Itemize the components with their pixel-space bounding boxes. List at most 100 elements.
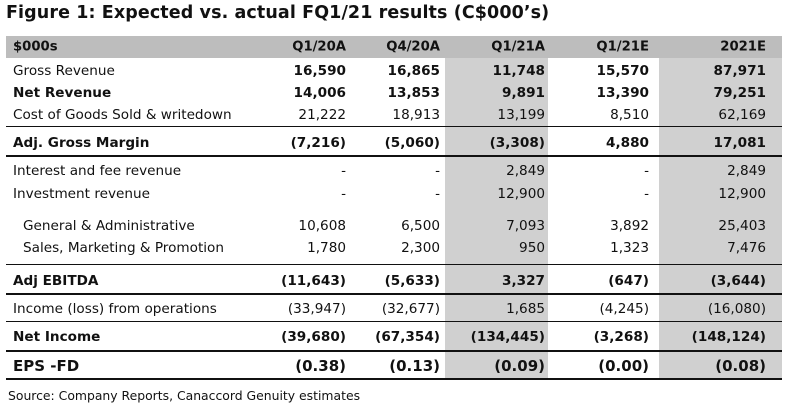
- cell: 8,510: [610, 107, 649, 123]
- cell: (3,644): [710, 273, 766, 289]
- cell: (39,680): [281, 329, 346, 345]
- cell: 950: [519, 240, 545, 256]
- figure-title: Figure 1: Expected vs. actual FQ1/21 res…: [6, 3, 550, 23]
- cell: -: [435, 186, 440, 202]
- divider: [6, 321, 782, 322]
- table-row-eps: EPS -FD (0.38) (0.13) (0.09) (0.00) (0.0…: [6, 355, 782, 377]
- header-row: $000s Q1/20A Q4/20A Q1/21A Q1/21E 2021E: [6, 36, 782, 58]
- cell: (67,354): [375, 329, 440, 345]
- table-row-g-and-a: General & Administrative 10,608 6,500 7,…: [6, 215, 782, 237]
- row-label: Interest and fee revenue: [13, 163, 182, 179]
- col-header-q420a: Q4/20A: [386, 39, 440, 55]
- cell: -: [644, 163, 649, 179]
- table-row-net-income: Net Income (39,680) (67,354) (134,445) (…: [6, 326, 782, 348]
- table-row-adj-ebitda: Adj EBITDA (11,643) (5,633) 3,327 (647) …: [6, 270, 782, 292]
- cell: 10,608: [298, 218, 346, 234]
- cell: -: [644, 186, 649, 202]
- cell: -: [341, 163, 346, 179]
- cell: (4,245): [599, 301, 649, 317]
- cell: (0.09): [494, 357, 545, 375]
- divider: [6, 126, 782, 127]
- cell: 13,853: [387, 85, 440, 101]
- cell: (0.00): [598, 357, 649, 375]
- cell: 14,006: [293, 85, 346, 101]
- cell: 12,900: [497, 186, 545, 202]
- cell: 21,222: [298, 107, 346, 123]
- cell: 15,570: [596, 63, 649, 79]
- col-header-2021e: 2021E: [720, 39, 766, 55]
- col-header-q121a: Q1/21A: [491, 39, 545, 55]
- cell: 16,590: [293, 63, 346, 79]
- cell: 2,849: [727, 163, 766, 179]
- cell: (5,633): [384, 273, 440, 289]
- row-label: Income (loss) from operations: [13, 301, 217, 317]
- cell: (3,268): [593, 329, 649, 345]
- cell: 25,403: [718, 218, 766, 234]
- shade-col-q121a: [445, 58, 548, 378]
- cell: (33,947): [287, 301, 346, 317]
- cell: 2,300: [401, 240, 440, 256]
- row-label: Adj EBITDA: [13, 273, 99, 289]
- cell: 11,748: [492, 63, 545, 79]
- row-label: Adj. Gross Margin: [13, 135, 150, 151]
- cell: (0.13): [389, 357, 440, 375]
- header-label: $000s: [13, 39, 58, 55]
- row-label: Gross Revenue: [13, 63, 115, 79]
- col-header-q121e: Q1/21E: [596, 39, 649, 55]
- col-header-q120a: Q1/20A: [292, 39, 346, 55]
- table-row-smp: Sales, Marketing & Promotion 1,780 2,300…: [6, 237, 782, 259]
- table-row-cogs: Cost of Goods Sold & writedown 21,222 18…: [6, 104, 782, 126]
- cell: 1,323: [610, 240, 649, 256]
- cell: 17,081: [713, 135, 766, 151]
- cell: 16,865: [387, 63, 440, 79]
- header-bar: [6, 36, 782, 58]
- cell: (148,124): [691, 329, 766, 345]
- cell: (0.38): [295, 357, 346, 375]
- cell: 9,891: [502, 85, 545, 101]
- row-label: Sales, Marketing & Promotion: [23, 240, 224, 256]
- cell: (647): [608, 273, 649, 289]
- row-label: Net Revenue: [13, 85, 112, 101]
- cell: (5,060): [384, 135, 440, 151]
- cell: 6,500: [401, 218, 440, 234]
- table-row-income-ops: Income (loss) from operations (33,947) (…: [6, 298, 782, 320]
- cell: (3,308): [489, 135, 545, 151]
- source-note: Source: Company Reports, Canaccord Genui…: [8, 388, 361, 403]
- row-label: General & Administrative: [23, 218, 195, 234]
- shade-col-2021e: [659, 58, 782, 378]
- table-bottom-rule: [6, 378, 782, 380]
- cell: (16,080): [707, 301, 766, 317]
- table-row-investment: Investment revenue - - 12,900 - 12,900: [6, 183, 782, 205]
- cell: (134,445): [470, 329, 545, 345]
- cell: 1,780: [307, 240, 346, 256]
- divider: [6, 155, 782, 157]
- cell: 7,476: [727, 240, 766, 256]
- table-row-net-revenue: Net Revenue 14,006 13,853 9,891 13,390 7…: [6, 82, 782, 104]
- cell: 3,327: [502, 273, 545, 289]
- cell: 3,892: [610, 218, 649, 234]
- divider: [6, 264, 782, 265]
- cell: 2,849: [506, 163, 545, 179]
- cell: 79,251: [713, 85, 766, 101]
- divider: [6, 293, 782, 295]
- cell: 7,093: [506, 218, 545, 234]
- cell: -: [341, 186, 346, 202]
- cell: 13,199: [497, 107, 545, 123]
- row-label: Investment revenue: [13, 186, 150, 202]
- table-row-interest-fee: Interest and fee revenue - - 2,849 - 2,8…: [6, 160, 782, 182]
- cell: 18,913: [392, 107, 440, 123]
- table-row-gross-revenue: Gross Revenue 16,590 16,865 11,748 15,57…: [6, 60, 782, 82]
- cell: 4,880: [606, 135, 649, 151]
- cell: 62,169: [718, 107, 766, 123]
- cell: 1,685: [506, 301, 545, 317]
- row-label: EPS -FD: [13, 357, 80, 375]
- cell: -: [435, 163, 440, 179]
- cell: (32,677): [381, 301, 440, 317]
- cell: 12,900: [718, 186, 766, 202]
- cell: (7,216): [290, 135, 346, 151]
- cell: 87,971: [713, 63, 766, 79]
- table-row-adj-gross-margin: Adj. Gross Margin (7,216) (5,060) (3,308…: [6, 132, 782, 154]
- row-label: Net Income: [13, 329, 101, 345]
- row-label: Cost of Goods Sold & writedown: [13, 107, 232, 123]
- cell: (11,643): [281, 273, 346, 289]
